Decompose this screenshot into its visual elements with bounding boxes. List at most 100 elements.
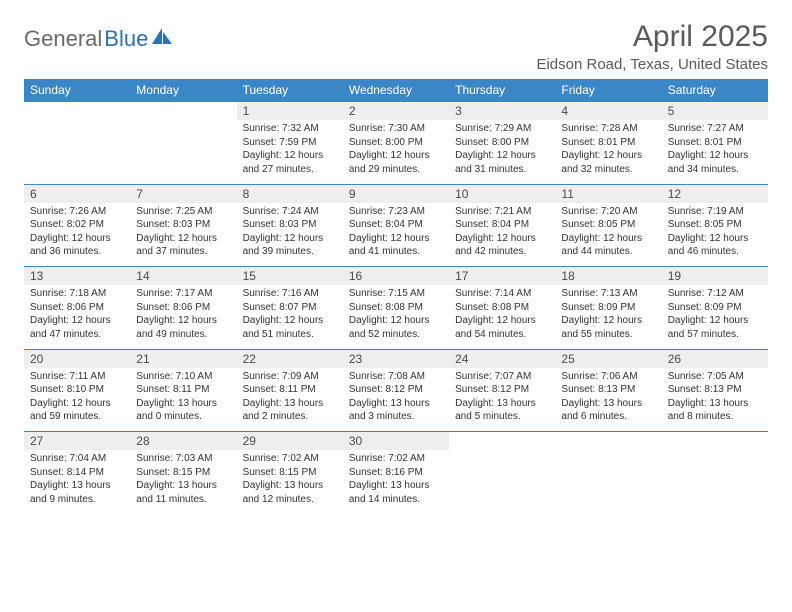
sunset-line: Sunset: 8:05 PM — [561, 218, 655, 232]
day-content-cell: Sunrise: 7:30 AMSunset: 8:00 PMDaylight:… — [343, 120, 449, 184]
day-number-cell: 24 — [449, 349, 555, 368]
sunset-line: Sunset: 8:12 PM — [455, 383, 549, 397]
sunset-line: Sunset: 8:09 PM — [561, 301, 655, 315]
daylight-line: Daylight: 12 hours and 49 minutes. — [136, 314, 230, 341]
logo-text-blue: Blue — [104, 26, 148, 52]
weekday-header: Sunday — [24, 79, 130, 102]
daylight-line: Daylight: 13 hours and 5 minutes. — [455, 397, 549, 424]
daylight-line: Daylight: 12 hours and 42 minutes. — [455, 232, 549, 259]
day-content-cell: Sunrise: 7:02 AMSunset: 8:16 PMDaylight:… — [343, 450, 449, 514]
daylight-line: Daylight: 13 hours and 9 minutes. — [30, 479, 124, 506]
day-content-cell: Sunrise: 7:14 AMSunset: 8:08 PMDaylight:… — [449, 285, 555, 349]
day-content-cell: Sunrise: 7:27 AMSunset: 8:01 PMDaylight:… — [662, 120, 768, 184]
day-content-cell: Sunrise: 7:17 AMSunset: 8:06 PMDaylight:… — [130, 285, 236, 349]
sunset-line: Sunset: 8:08 PM — [349, 301, 443, 315]
day-number-cell: 25 — [555, 349, 661, 368]
day-number-cell — [449, 432, 555, 451]
day-number-cell — [130, 102, 236, 121]
sunset-line: Sunset: 8:03 PM — [136, 218, 230, 232]
day-content-cell: Sunrise: 7:13 AMSunset: 8:09 PMDaylight:… — [555, 285, 661, 349]
day-number-cell: 30 — [343, 432, 449, 451]
day-content-cell: Sunrise: 7:29 AMSunset: 8:00 PMDaylight:… — [449, 120, 555, 184]
day-content-row: Sunrise: 7:04 AMSunset: 8:14 PMDaylight:… — [24, 450, 768, 514]
day-number-cell: 21 — [130, 349, 236, 368]
day-content-cell: Sunrise: 7:21 AMSunset: 8:04 PMDaylight:… — [449, 203, 555, 267]
sunrise-line: Sunrise: 7:09 AM — [243, 370, 337, 384]
daylight-line: Daylight: 12 hours and 41 minutes. — [349, 232, 443, 259]
sunset-line: Sunset: 8:06 PM — [136, 301, 230, 315]
day-number-cell: 10 — [449, 184, 555, 203]
daylight-line: Daylight: 12 hours and 46 minutes. — [668, 232, 762, 259]
daylight-line: Daylight: 12 hours and 44 minutes. — [561, 232, 655, 259]
weekday-header: Tuesday — [237, 79, 343, 102]
sunset-line: Sunset: 8:01 PM — [668, 136, 762, 150]
day-number-cell — [555, 432, 661, 451]
day-number-cell: 3 — [449, 102, 555, 121]
day-content-row: Sunrise: 7:26 AMSunset: 8:02 PMDaylight:… — [24, 203, 768, 267]
weekday-header: Saturday — [662, 79, 768, 102]
day-number-cell: 19 — [662, 267, 768, 286]
daylight-line: Daylight: 12 hours and 47 minutes. — [30, 314, 124, 341]
sunrise-line: Sunrise: 7:28 AM — [561, 122, 655, 136]
day-number-cell: 1 — [237, 102, 343, 121]
weekday-header: Monday — [130, 79, 236, 102]
daylight-line: Daylight: 13 hours and 12 minutes. — [243, 479, 337, 506]
day-content-cell — [130, 120, 236, 184]
day-number-row: 12345 — [24, 102, 768, 121]
sunset-line: Sunset: 8:04 PM — [455, 218, 549, 232]
location: Eidson Road, Texas, United States — [536, 56, 768, 73]
sunrise-line: Sunrise: 7:05 AM — [668, 370, 762, 384]
sunrise-line: Sunrise: 7:17 AM — [136, 287, 230, 301]
sunset-line: Sunset: 8:01 PM — [561, 136, 655, 150]
day-number-cell: 14 — [130, 267, 236, 286]
day-content-cell: Sunrise: 7:11 AMSunset: 8:10 PMDaylight:… — [24, 368, 130, 432]
sail-icon — [152, 28, 174, 51]
day-number-cell: 29 — [237, 432, 343, 451]
sunset-line: Sunset: 8:13 PM — [668, 383, 762, 397]
sunset-line: Sunset: 8:07 PM — [243, 301, 337, 315]
daylight-line: Daylight: 12 hours and 31 minutes. — [455, 149, 549, 176]
day-number-cell: 16 — [343, 267, 449, 286]
calendar-body: 12345Sunrise: 7:32 AMSunset: 7:59 PMDayl… — [24, 102, 768, 515]
sunrise-line: Sunrise: 7:27 AM — [668, 122, 762, 136]
sunrise-line: Sunrise: 7:18 AM — [30, 287, 124, 301]
day-content-cell: Sunrise: 7:19 AMSunset: 8:05 PMDaylight:… — [662, 203, 768, 267]
sunset-line: Sunset: 8:06 PM — [30, 301, 124, 315]
day-content-cell — [449, 450, 555, 514]
day-content-cell — [555, 450, 661, 514]
day-number-row: 13141516171819 — [24, 267, 768, 286]
day-number-cell: 12 — [662, 184, 768, 203]
daylight-line: Daylight: 12 hours and 37 minutes. — [136, 232, 230, 259]
calendar-table: Sunday Monday Tuesday Wednesday Thursday… — [24, 79, 768, 514]
day-number-cell — [24, 102, 130, 121]
day-number-cell: 7 — [130, 184, 236, 203]
weekday-header: Friday — [555, 79, 661, 102]
sunrise-line: Sunrise: 7:21 AM — [455, 205, 549, 219]
daylight-line: Daylight: 13 hours and 6 minutes. — [561, 397, 655, 424]
sunset-line: Sunset: 8:05 PM — [668, 218, 762, 232]
day-content-cell: Sunrise: 7:28 AMSunset: 8:01 PMDaylight:… — [555, 120, 661, 184]
sunrise-line: Sunrise: 7:13 AM — [561, 287, 655, 301]
daylight-line: Daylight: 12 hours and 55 minutes. — [561, 314, 655, 341]
sunrise-line: Sunrise: 7:10 AM — [136, 370, 230, 384]
day-content-cell: Sunrise: 7:05 AMSunset: 8:13 PMDaylight:… — [662, 368, 768, 432]
day-number-cell: 23 — [343, 349, 449, 368]
day-number-cell: 27 — [24, 432, 130, 451]
sunrise-line: Sunrise: 7:03 AM — [136, 452, 230, 466]
daylight-line: Daylight: 12 hours and 59 minutes. — [30, 397, 124, 424]
sunset-line: Sunset: 8:10 PM — [30, 383, 124, 397]
daylight-line: Daylight: 13 hours and 11 minutes. — [136, 479, 230, 506]
sunset-line: Sunset: 7:59 PM — [243, 136, 337, 150]
sunrise-line: Sunrise: 7:25 AM — [136, 205, 230, 219]
day-number-cell: 15 — [237, 267, 343, 286]
sunset-line: Sunset: 8:14 PM — [30, 466, 124, 480]
weekday-header: Thursday — [449, 79, 555, 102]
daylight-line: Daylight: 13 hours and 14 minutes. — [349, 479, 443, 506]
sunrise-line: Sunrise: 7:26 AM — [30, 205, 124, 219]
sunset-line: Sunset: 8:12 PM — [349, 383, 443, 397]
daylight-line: Daylight: 12 hours and 57 minutes. — [668, 314, 762, 341]
day-content-cell — [662, 450, 768, 514]
title-block: April 2025 Eidson Road, Texas, United St… — [536, 20, 768, 73]
day-number-cell — [662, 432, 768, 451]
sunset-line: Sunset: 8:16 PM — [349, 466, 443, 480]
